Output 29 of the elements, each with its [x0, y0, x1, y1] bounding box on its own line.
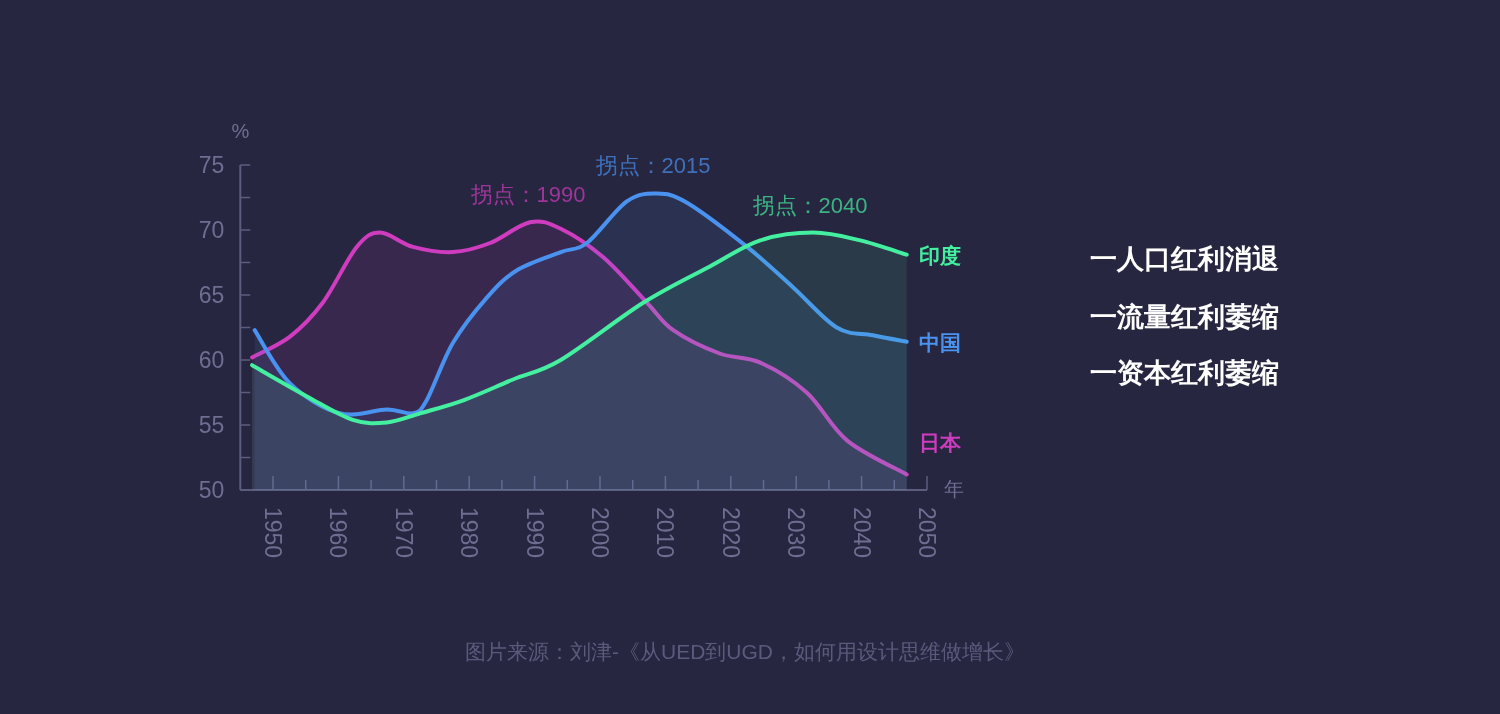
y-tick-label: 65 — [198, 282, 225, 308]
annotation: 拐点：2040 — [751, 193, 868, 218]
text: 一流量红利萎缩 — [1090, 302, 1279, 332]
x-tick-label: 2000 — [587, 507, 613, 559]
text: 一资本红利萎缩 — [1090, 358, 1279, 388]
text: 一人口红利消退 — [1090, 244, 1279, 274]
x-tick-label: 1960 — [325, 507, 352, 559]
x-tick-label: 1950 — [260, 507, 286, 559]
series-label: 印度 — [918, 243, 961, 267]
series-label: 中国 — [918, 330, 961, 354]
x-tick-label: 2040 — [848, 507, 875, 559]
y-axis-title: % — [231, 120, 250, 142]
x-tick-label: 2030 — [783, 507, 810, 559]
y-tick-label: 70 — [198, 217, 225, 243]
y-tick-label: 60 — [198, 347, 225, 373]
x-tick-label: 1970 — [390, 507, 417, 559]
x-tick-label: 1980 — [456, 507, 483, 559]
annotation: 拐点：2015 — [594, 153, 711, 178]
y-tick-label: 50 — [198, 477, 225, 503]
x-axis-title: 年 — [944, 478, 964, 500]
y-tick-label: 55 — [198, 412, 225, 438]
x-tick-label: 2050 — [914, 507, 940, 559]
text: 图片来源：刘津-《从UED到UGD，如何用设计思维做增长》 — [465, 640, 1025, 663]
series-label: 日本 — [918, 431, 962, 454]
x-tick-label: 2010 — [652, 507, 679, 559]
x-tick-label: 1990 — [521, 507, 548, 559]
y-tick-label: 75 — [198, 152, 225, 178]
x-tick-label: 2020 — [717, 507, 744, 559]
annotation: 拐点：1990 — [469, 182, 586, 207]
